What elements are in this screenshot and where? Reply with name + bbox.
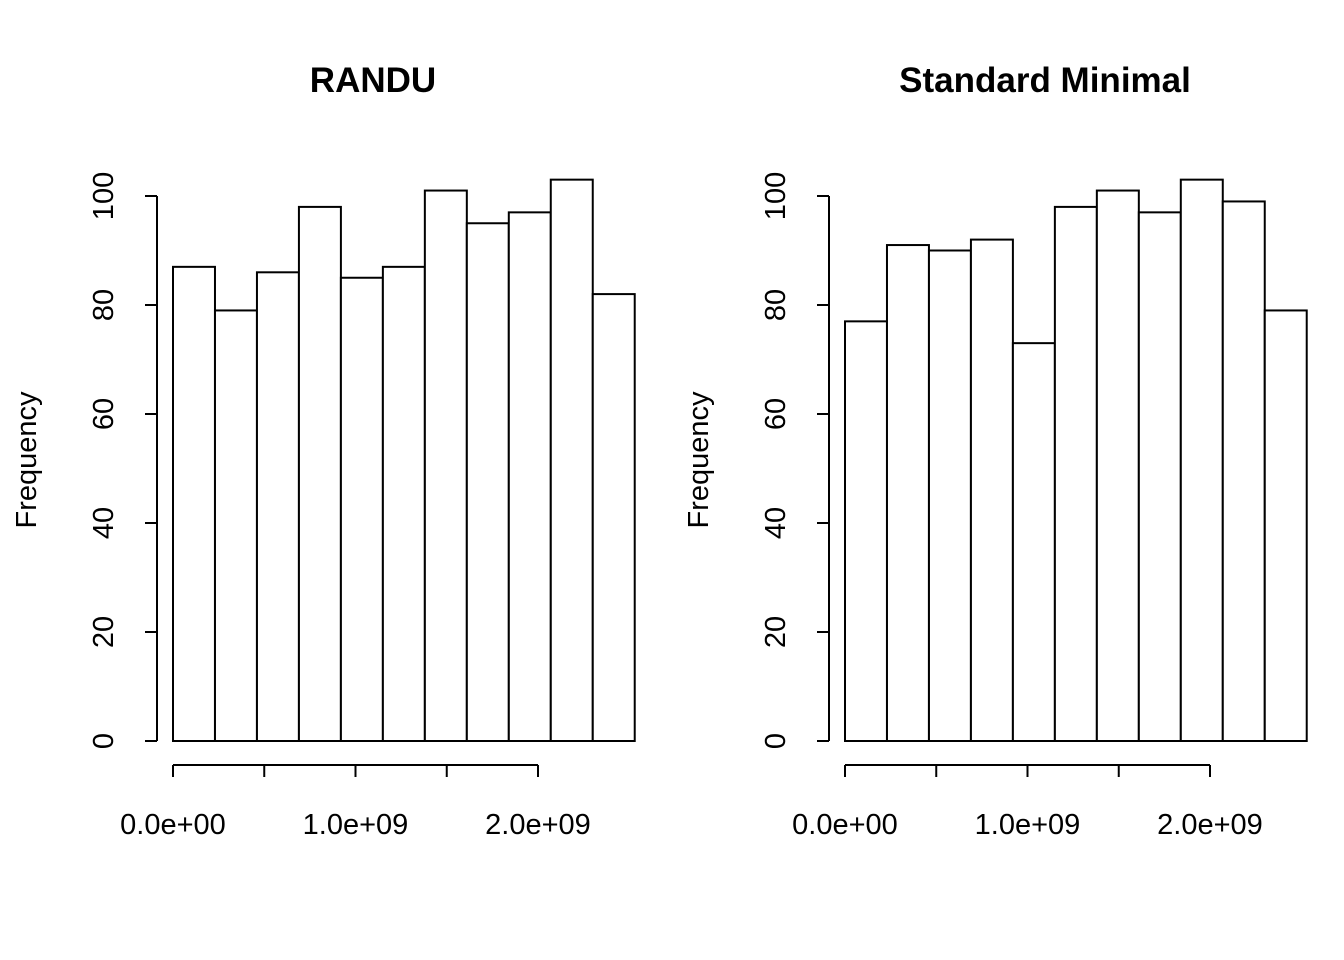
chart-title: RANDU (310, 61, 436, 100)
histogram-bar (339, 276, 384, 742)
histogram-bar (885, 244, 930, 743)
histogram-bars (172, 178, 636, 743)
y-axis-label: Frequency (11, 391, 43, 529)
histogram-bar (381, 265, 426, 742)
histogram-bar (927, 249, 972, 742)
histogram-bar (1053, 205, 1098, 742)
histogram-bar (423, 189, 468, 743)
histogram-bar (1137, 211, 1182, 743)
y-tick-label: 40 (760, 507, 792, 539)
x-tick-label: 1.0e+09 (303, 809, 409, 841)
x-tick-label: 0.0e+00 (792, 809, 898, 841)
y-axis: 0 20 40 60 80 100 (760, 172, 830, 749)
histogram-bar (465, 222, 510, 742)
x-tick-label: 2.0e+09 (485, 809, 591, 841)
y-tick-label: 100 (88, 172, 120, 220)
x-tick-label: 0.0e+00 (120, 809, 226, 841)
x-tick-label: 2.0e+09 (1157, 809, 1263, 841)
histogram-bar (1095, 189, 1140, 743)
histogram-bar (213, 309, 258, 742)
y-tick-label: 20 (760, 616, 792, 648)
y-tick-label: 40 (88, 507, 120, 539)
y-tick-label: 60 (760, 398, 792, 430)
y-tick-label: 20 (88, 616, 120, 648)
standard-minimal-histogram-panel: Standard Minimal Frequency 020406080100 … (683, 61, 1308, 841)
histogram-bar (255, 271, 300, 742)
histogram-bar (969, 238, 1014, 742)
histogram-bar (844, 320, 888, 742)
histogram-bar (507, 211, 552, 743)
histogram-bar (1011, 342, 1056, 742)
chart-title: Standard Minimal (899, 61, 1191, 100)
x-axis: 0.0e+00 1.0e+09 2.0e+09 (792, 764, 1263, 841)
y-tick-label: 80 (760, 289, 792, 321)
randu-histogram-panel: RANDU Frequency 0 20 40 60 80 100 0.0e+00 1.0e… (11, 61, 636, 841)
y-tick-label: 100 (760, 172, 792, 220)
y-axis: 0 20 40 60 80 100 (88, 172, 158, 749)
histogram-bar (1263, 309, 1308, 742)
histogram-bar (591, 293, 636, 742)
histogram-bar (1221, 200, 1266, 742)
x-tick-label: 1.0e+09 (975, 809, 1081, 841)
x-axis: 0.0e+00 1.0e+09 2.0e+09 (120, 764, 591, 841)
y-tick-label: 80 (88, 289, 120, 321)
y-tick-label: 0 (760, 733, 792, 749)
histogram-bar (549, 178, 594, 742)
y-tick-label: 60 (88, 398, 120, 430)
histogram-bar (1179, 178, 1224, 742)
histogram-bar (172, 265, 216, 742)
y-axis-label: Frequency (683, 391, 715, 529)
y-tick-label: 0 (88, 733, 120, 749)
histogram-bar (297, 205, 342, 742)
histogram-bars (844, 178, 1308, 743)
